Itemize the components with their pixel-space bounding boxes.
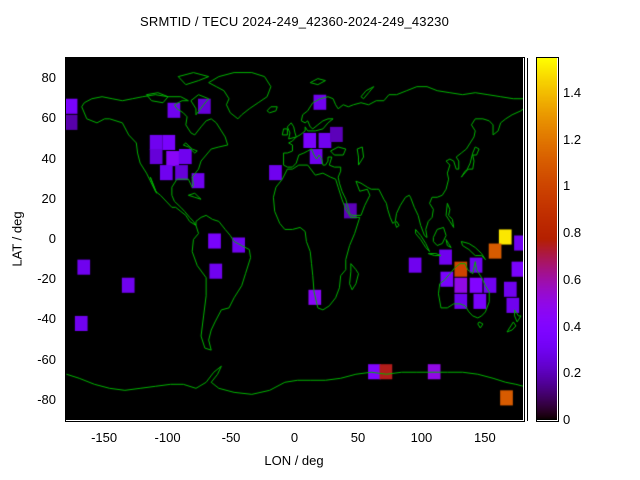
chart-title: SRMTID / TECU 2024-249_42360-2024-249_43… <box>140 14 449 29</box>
colorbar-tick-label: 0 <box>563 412 571 427</box>
colorbar-tick-label: 1.2 <box>563 131 582 147</box>
y-tick-label: 20 <box>41 190 56 206</box>
y-tick-label: -20 <box>37 271 56 287</box>
x-tick-label: -100 <box>154 430 181 445</box>
x-tick-label: -150 <box>91 430 118 445</box>
y-tick-label: 60 <box>41 110 56 126</box>
x-tick-label: -50 <box>221 430 241 445</box>
plot-right-double-border <box>527 58 528 421</box>
y-tick-label: 0 <box>48 231 56 246</box>
x-tick-label: 150 <box>474 430 496 445</box>
x-tick-label: 50 <box>350 430 366 445</box>
x-axis-label: LON / deg <box>264 453 324 468</box>
y-axis-label: LAT / deg <box>9 211 25 267</box>
x-tick-label: 0 <box>290 430 299 445</box>
colorbar-tick-label: 0.4 <box>563 318 582 334</box>
y-tick-label: -40 <box>37 311 56 327</box>
colorbar-tick-label: 1.4 <box>563 85 582 101</box>
colorbar <box>537 58 557 420</box>
colorbar-tick-label: 0.6 <box>563 271 582 287</box>
colorbar-tick-label: 0.2 <box>563 365 582 381</box>
world-heatmap-canvas <box>66 58 523 420</box>
y-tick-label: 40 <box>41 150 56 166</box>
y-tick-label: 80 <box>41 70 56 86</box>
y-tick-label: -60 <box>37 351 56 367</box>
colorbar-tick-label: 0.8 <box>563 225 582 241</box>
y-tick-label: -80 <box>37 391 56 407</box>
colorbar-tick-label: 1 <box>563 178 571 194</box>
x-tick-label: 100 <box>410 430 433 445</box>
